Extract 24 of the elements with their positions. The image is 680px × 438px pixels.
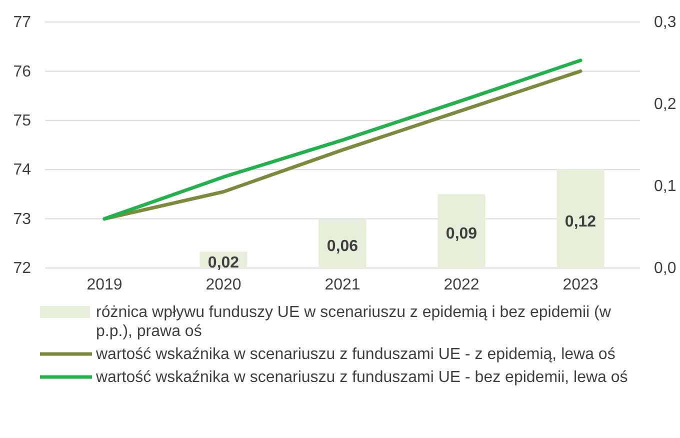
data-label: 0,02 (208, 254, 240, 272)
data-label: 0,09 (446, 226, 478, 243)
x-tick-label: 2020 (206, 276, 242, 294)
y-tick-label: 75 (13, 112, 32, 130)
y-tick-label: 76 (13, 63, 32, 80)
y-tick-label: 77 (13, 14, 32, 32)
y2-tick-label: 0,0 (654, 260, 676, 278)
x-tick-label: 2023 (562, 276, 598, 294)
y2-tick-label: 0,3 (654, 14, 676, 32)
y-tick-label: 74 (13, 162, 32, 179)
y-tick-label: 73 (13, 210, 32, 228)
x-tick-label: 2022 (444, 276, 480, 294)
x-tick-label: 2019 (86, 276, 122, 294)
data-label: 0,06 (326, 238, 358, 255)
x-tick-label: 2021 (324, 276, 360, 294)
bar (556, 170, 604, 268)
y2-tick-label: 0,1 (654, 178, 676, 196)
bar (438, 194, 486, 268)
y2-tick-label: 0,2 (654, 96, 676, 114)
legend-label: wartość wskaźnika w scenariuszu z funduszami UE - z epidemią, lewa oś (95, 346, 616, 363)
legend-label: wartość wskaźnika w scenariuszu z funduszami UE - bez epidemii, lewa oś (95, 369, 628, 386)
data-label: 0,12 (564, 213, 596, 230)
bar (318, 218, 366, 268)
y-tick-label: 72 (13, 260, 32, 278)
